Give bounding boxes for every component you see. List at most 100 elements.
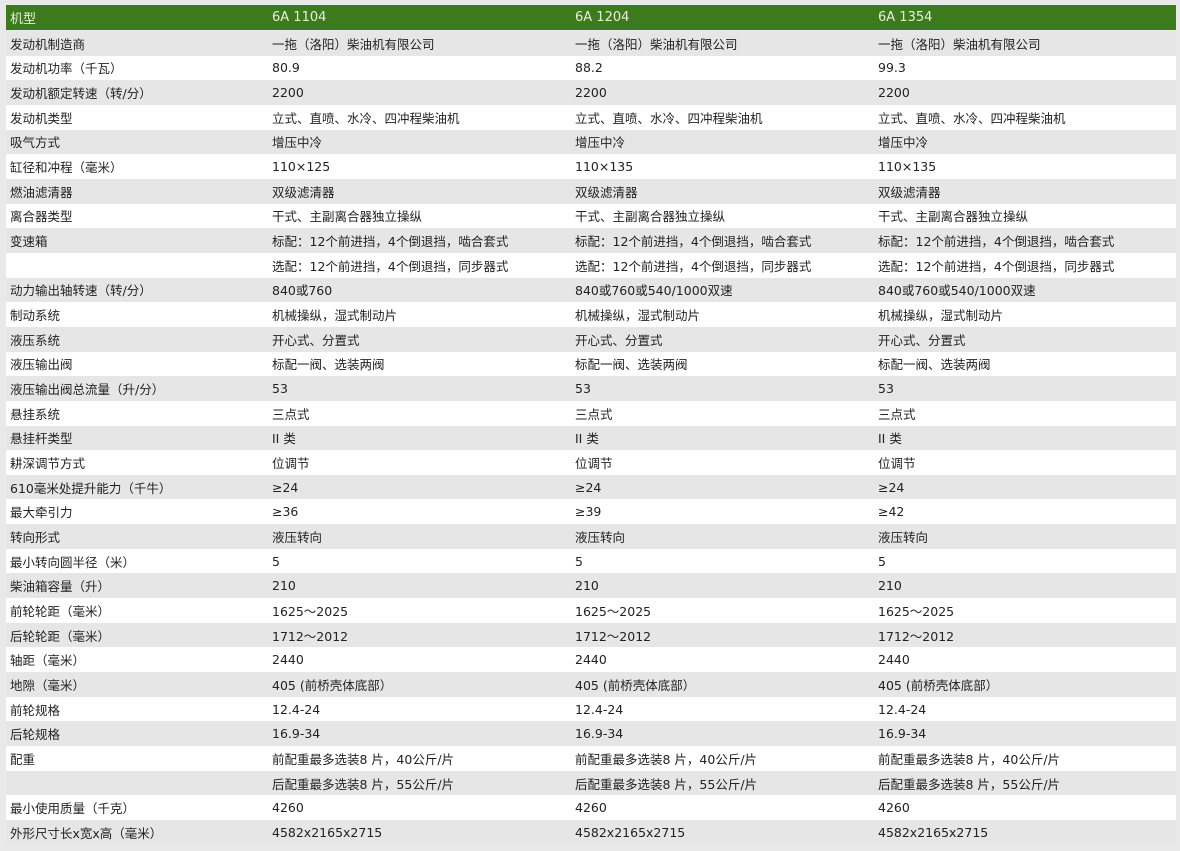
spec-value-cell: 2440 <box>272 652 304 668</box>
spec-value-cell: 标配：12个前进挡，4个倒退挡，啮合套式 <box>878 234 1115 250</box>
spec-label-cell: 610毫米处提升能力（千牛） <box>10 480 172 496</box>
spec-value-cell: 5 <box>272 553 280 569</box>
spec-value-cell: ≥24 <box>575 479 602 495</box>
spec-label-cell: 前轮轮距（毫米） <box>10 603 111 619</box>
table-row: 液压系统 开心式、分置式 开心式、分置式 开心式、分置式 <box>6 326 1176 352</box>
spec-value-cell: 液压转向 <box>272 529 323 545</box>
table-row: 前轮轮距（毫米） 1625～2025 1625～2025 1625～2025 <box>6 598 1176 623</box>
spec-label-cell: 动力输出轴转速（转/分） <box>10 283 152 299</box>
spec-value-cell: 53 <box>575 381 591 397</box>
spec-value-cell: 前配重最多选装8 片，40公斤/片 <box>272 751 455 767</box>
table-row: 液压输出阀 标配一阀、选装两阀 标配一阀、选装两阀 标配一阀、选装两阀 <box>6 351 1176 377</box>
spec-value-cell: 53 <box>272 381 288 397</box>
spec-label-cell: 液压输出阀总流量（升/分） <box>10 382 165 398</box>
spec-value-cell: 4260 <box>575 800 607 816</box>
spec-value-cell: ≥24 <box>878 479 905 495</box>
spec-value-cell: 三点式 <box>575 406 613 422</box>
spec-value-cell: 位调节 <box>878 455 916 471</box>
spec-label-cell: 悬挂杆类型 <box>10 431 73 447</box>
spec-label-cell: 前轮规格 <box>10 702 61 718</box>
spec-value-cell: 双级滤清器 <box>878 184 941 200</box>
header-cell-model: 6A 1204 <box>575 10 630 25</box>
spec-value-cell: 三点式 <box>878 406 916 422</box>
spec-value-cell: 前配重最多选装8 片，40公斤/片 <box>575 751 758 767</box>
spec-value-cell: 后配重最多选装8 片，55公斤/片 <box>575 776 758 792</box>
spec-label-cell: 最大牵引力 <box>10 505 73 521</box>
spec-value-cell: II 类 <box>575 431 599 447</box>
spec-value-cell: 开心式、分置式 <box>878 332 966 348</box>
spec-value-cell: 80.9 <box>272 60 300 76</box>
table-row: 最小使用质量（千克） 4260 4260 4260 <box>6 795 1176 820</box>
table-row: 地隙（毫米） 405 (前桥壳体底部） 405 (前桥壳体底部） 405 (前桥壳体底… <box>6 672 1176 697</box>
spec-label-cell: 最小使用质量（千克） <box>10 801 136 817</box>
table-row: 最大牵引力 ≥36 ≥39 ≥42 <box>6 499 1176 525</box>
spec-label-cell: 后轮轮距（毫米） <box>10 628 111 644</box>
spec-value-cell: 1625～2025 <box>878 603 955 619</box>
spec-value-cell: 三点式 <box>272 406 310 422</box>
spec-value-cell: 立式、直喷、水冷、四冲程柴油机 <box>878 110 1066 126</box>
spec-label-cell: 发动机类型 <box>10 110 73 126</box>
spec-label-cell: 配重 <box>10 751 36 767</box>
spec-value-cell: 标配：12个前进挡，4个倒退挡，啮合套式 <box>575 234 812 250</box>
spec-value-cell: 53 <box>878 381 894 397</box>
spec-value-cell: 开心式、分置式 <box>575 332 663 348</box>
spec-label-cell: 吸气方式 <box>10 135 61 151</box>
spec-value-cell: 5 <box>575 553 583 569</box>
table-body: 发动机制造商 一拖（洛阳）柴油机有限公司 一拖（洛阳）柴油机有限公司 一拖（洛阳）柴油… <box>6 31 1176 845</box>
spec-value-cell: 液压转向 <box>575 529 626 545</box>
spec-value-cell: 1712～2012 <box>272 628 349 644</box>
spec-label-cell: 发动机制造商 <box>10 36 86 52</box>
spec-value-cell: 2200 <box>575 85 607 101</box>
spec-value-cell: II 类 <box>272 431 296 447</box>
spec-value-cell: 4582x2165x2715 <box>272 824 383 840</box>
spec-value-cell: 液压转向 <box>878 529 929 545</box>
spec-value-cell: ≥36 <box>272 504 299 520</box>
spec-value-cell: 增压中冷 <box>878 135 929 151</box>
spec-value-cell: 840或760 <box>272 283 333 299</box>
table-row: 轴距（毫米） 2440 2440 2440 <box>6 647 1176 673</box>
spec-value-cell: 干式、主副离合器独立操纵 <box>575 209 726 225</box>
spec-value-cell: 机械操纵，湿式制动片 <box>878 308 1004 324</box>
spec-value-cell: 1625～2025 <box>272 603 349 619</box>
spec-value-cell: 4582x2165x2715 <box>575 824 686 840</box>
spec-value-cell: 标配一阀、选装两阀 <box>878 357 991 373</box>
spec-table: 机型 6A 1104 6A 1204 6A 1354 发动机制造商 一拖（洛阳）柴… <box>6 5 1176 845</box>
table-row: 离合器类型 干式、主副离合器独立操纵 干式、主副离合器独立操纵 干式、主副离合器独立操… <box>6 203 1176 229</box>
header-cell-model: 6A 1104 <box>272 10 327 25</box>
table-row: 后轮规格 16.9-34 16.9-34 16.9-34 <box>6 721 1176 747</box>
table-row: 后轮轮距（毫米） 1712～2012 1712～2012 1712～2012 <box>6 622 1176 648</box>
spec-label-cell: 液压系统 <box>10 332 61 348</box>
spec-label-cell: 缸径和冲程（毫米） <box>10 160 123 176</box>
header-cell-model: 6A 1354 <box>878 10 933 25</box>
table-row: 转向形式 液压转向 液压转向 液压转向 <box>6 524 1176 549</box>
spec-value-cell: 405 (前桥壳体底部） <box>575 677 696 693</box>
spec-value-cell: 机械操纵，湿式制动片 <box>575 308 701 324</box>
spec-value-cell: 干式、主副离合器独立操纵 <box>878 209 1029 225</box>
spec-value-cell: ≥42 <box>878 504 905 520</box>
spec-value-cell: 标配一阀、选装两阀 <box>272 357 385 373</box>
table-row: 悬挂杆类型 II 类 II 类 II 类 <box>6 425 1176 451</box>
spec-value-cell: 110×135 <box>575 159 634 175</box>
spec-value-cell: 840或760或540/1000双速 <box>878 283 1036 299</box>
spec-value-cell: ≥24 <box>272 479 299 495</box>
table-row: 配重 前配重最多选装8 片，40公斤/片 前配重最多选装8 片，40公斤/片 前配重最… <box>6 746 1176 771</box>
spec-value-cell: 405 (前桥壳体底部） <box>272 677 393 693</box>
spec-value-cell: 4260 <box>878 800 910 816</box>
spec-value-cell: 1625～2025 <box>575 603 652 619</box>
spec-value-cell: 16.9-34 <box>878 726 927 742</box>
table-row: 后配重最多选装8 片，55公斤/片 后配重最多选装8 片，55公斤/片 后配重最多选… <box>6 770 1176 796</box>
spec-value-cell: 16.9-34 <box>272 726 321 742</box>
spec-value-cell: II 类 <box>878 431 902 447</box>
spec-value-cell: 标配一阀、选装两阀 <box>575 357 688 373</box>
spec-value-cell: 88.2 <box>575 60 603 76</box>
spec-value-cell: 选配：12个前进挡，4个倒退挡，同步器式 <box>575 258 812 274</box>
spec-label-cell: 离合器类型 <box>10 209 73 225</box>
spec-label-cell: 燃油滤清器 <box>10 184 73 200</box>
spec-value-cell: 16.9-34 <box>575 726 624 742</box>
spec-value-cell: 12.4-24 <box>575 701 624 717</box>
spec-value-cell: 12.4-24 <box>878 701 927 717</box>
spec-value-cell: 后配重最多选装8 片，55公斤/片 <box>878 776 1061 792</box>
spec-value-cell: 选配：12个前进挡，4个倒退挡，同步器式 <box>272 258 509 274</box>
spec-value-cell: 2440 <box>575 652 607 668</box>
table-row: 发动机额定转速（转/分） 2200 2200 2200 <box>6 80 1176 105</box>
